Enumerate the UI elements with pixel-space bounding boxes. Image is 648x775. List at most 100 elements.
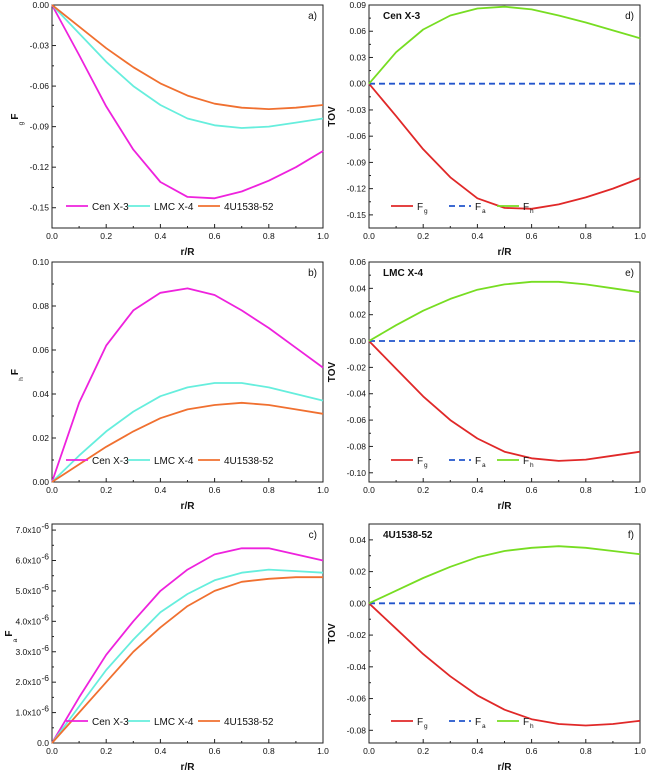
x-tick-label: 0.4 xyxy=(471,485,483,495)
x-tick-label: 0.6 xyxy=(526,231,538,241)
series-line-cen-x-3 xyxy=(51,4,324,200)
y-tick-label: 0.09 xyxy=(349,0,366,10)
legend-label: F xyxy=(417,717,423,728)
x-tick-label: 0.4 xyxy=(471,231,483,241)
y-tick-label: 0.06 xyxy=(32,345,49,355)
panel-title: 4U1538-52 xyxy=(383,530,433,541)
series-line-fh xyxy=(368,280,641,342)
x-tick-label: 0.4 xyxy=(154,231,166,241)
chart-panel-f: 0.0 0.2 0.4 0.6 0.8 1.0 0.04 0.02 0.00 -0.02 -0.04… xyxy=(327,523,646,773)
panel-label: d) xyxy=(625,11,634,22)
y-tick-label: -0.06 xyxy=(347,415,367,425)
x-tick-label: 0.2 xyxy=(417,746,429,756)
panel-label: f) xyxy=(628,530,634,541)
legend-label: LMC X-4 xyxy=(154,456,194,467)
legend-label-subscript: g xyxy=(424,462,428,469)
panel-label: c) xyxy=(309,530,317,541)
x-tick-label: 0.8 xyxy=(263,231,275,241)
plot-frame xyxy=(51,523,324,744)
x-axis-label: r/R xyxy=(498,247,513,258)
legend-label: F xyxy=(523,202,529,213)
y-tick-label: 0.02 xyxy=(349,310,366,320)
series-line-fh xyxy=(368,545,641,605)
y-axis-label: TOV xyxy=(327,361,338,382)
y-tick-label: 0.04 xyxy=(349,535,366,545)
y-tick-exponent: -6 xyxy=(41,582,49,592)
x-tick-label: 0.2 xyxy=(100,231,112,241)
series-line-4u1538-52 xyxy=(51,576,323,744)
x-tick-label: 0.2 xyxy=(100,485,112,495)
legend-label: 4U1538-52 xyxy=(224,717,274,728)
panel-title: LMC X-4 xyxy=(383,268,423,279)
legend-label: F xyxy=(417,456,423,467)
series-line-fg xyxy=(368,602,641,727)
series-line-lmc-x-4 xyxy=(51,382,324,483)
y-tick-label: -0.06 xyxy=(30,81,50,91)
x-axis-label: r/R xyxy=(498,501,513,512)
y-tick-label: 0.00 xyxy=(349,336,366,346)
y-tick-label: 0.0 xyxy=(37,738,49,748)
legend: Cen X-3 LMC X-4 4U1538-52 xyxy=(66,202,274,213)
legend-label-subscript: a xyxy=(482,723,486,730)
legend: Cen X-3 LMC X-4 4U1538-52 xyxy=(66,717,274,728)
legend-label: Cen X-3 xyxy=(92,717,129,728)
x-tick-label: 0.4 xyxy=(154,746,166,756)
y-tick-label: 0.02 xyxy=(349,567,366,577)
y-tick-exponent: -6 xyxy=(41,673,49,683)
x-axis-label: r/R xyxy=(181,501,196,512)
y-tick-label: -0.08 xyxy=(347,441,367,451)
y-tick-label: 6.0x10 xyxy=(15,556,41,566)
series-line-lmc-x-4 xyxy=(51,4,324,129)
y-tick-label: -0.06 xyxy=(347,694,367,704)
y-tick-exponent: -6 xyxy=(41,552,49,562)
y-axis-label-subscript: a xyxy=(12,638,19,642)
panel-label: e) xyxy=(625,268,634,279)
y-tick-label: -0.03 xyxy=(347,105,367,115)
x-axis-label: r/R xyxy=(498,762,513,773)
legend-label: 4U1538-52 xyxy=(224,456,274,467)
plot-frame xyxy=(368,4,641,229)
x-tick-label: 0.4 xyxy=(471,746,483,756)
chart-panel-e: 0.0 0.2 0.4 0.6 0.8 1.0 0.06 0.04 0.02 0.00 -0.02 -… xyxy=(327,257,646,512)
y-tick-exponent: -6 xyxy=(41,704,49,714)
y-tick-label: -0.15 xyxy=(347,210,367,220)
y-tick-exponent: -6 xyxy=(41,521,49,531)
y-tick-label: -0.02 xyxy=(347,630,367,640)
x-tick-label: 0.0 xyxy=(46,485,58,495)
x-tick-label: 1.0 xyxy=(317,485,329,495)
y-tick-label: 0.04 xyxy=(349,283,366,293)
y-axis-label-subscript: g xyxy=(18,121,25,125)
x-tick-label: 1.0 xyxy=(317,746,329,756)
y-axis-label: TOV xyxy=(327,106,338,127)
y-tick-label: 3.0x10 xyxy=(15,647,41,657)
y-tick-label: 0.02 xyxy=(32,433,49,443)
x-tick-label: 0.6 xyxy=(526,746,538,756)
legend-label-subscript: h xyxy=(530,723,534,730)
y-tick-label: -0.15 xyxy=(30,203,50,213)
legend-label: F xyxy=(523,717,529,728)
x-tick-label: 1.0 xyxy=(634,231,646,241)
x-tick-label: 0.0 xyxy=(363,231,375,241)
series-line-cen-x-3 xyxy=(51,287,324,483)
x-tick-label: 0.6 xyxy=(209,485,221,495)
legend-label-subscript: h xyxy=(530,208,534,215)
y-axis-label: F xyxy=(4,630,15,636)
y-tick-label: 2.0x10 xyxy=(15,677,41,687)
legend-label: F xyxy=(475,202,481,213)
plot-frame xyxy=(51,261,324,483)
x-tick-label: 0.8 xyxy=(263,746,275,756)
legend-label: F xyxy=(475,456,481,467)
series-line-fg xyxy=(368,340,641,462)
y-tick-label: 0.06 xyxy=(349,257,366,267)
legend-label-subscript: a xyxy=(482,462,486,469)
y-tick-label: 0.00 xyxy=(32,477,49,487)
x-tick-label: 0.8 xyxy=(263,485,275,495)
y-axis-label: F xyxy=(10,113,21,119)
y-tick-label: 0.00 xyxy=(349,598,366,608)
series-line-cen-x-3 xyxy=(51,547,324,744)
series-line-4u1538-52 xyxy=(51,4,324,110)
legend-label: F xyxy=(417,202,423,213)
